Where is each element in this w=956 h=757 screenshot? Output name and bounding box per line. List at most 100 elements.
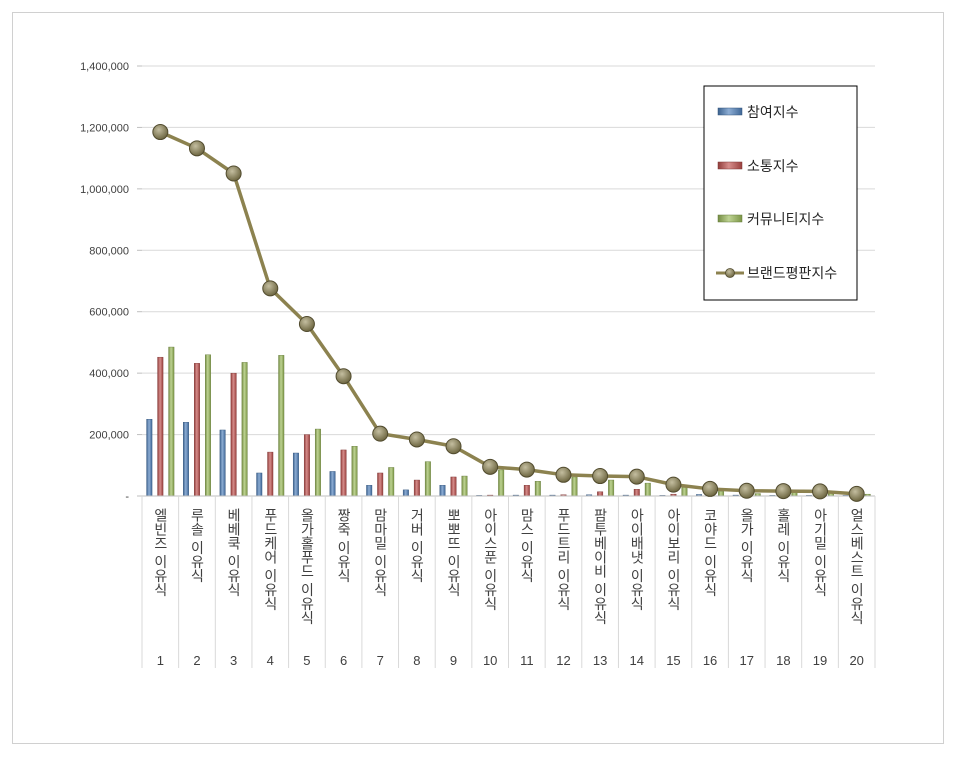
y-tick-label: 400,000	[89, 368, 129, 380]
x-rank-label: 4	[267, 653, 274, 668]
x-rank-label: 15	[666, 653, 680, 668]
x-rank-label: 8	[413, 653, 420, 668]
bar-2-cat-4	[267, 451, 274, 497]
legend-swatch-3	[717, 214, 743, 223]
legend-label-2: 소통지수	[747, 159, 799, 175]
x-rank-label: 10	[483, 653, 497, 668]
x-category-label: 올가홀푸드 이유식	[298, 508, 314, 625]
x-category-label: 루솔 이유식	[188, 508, 204, 583]
brand-index-point-20	[848, 485, 865, 502]
x-category-label: 맘스 이유식	[518, 508, 534, 583]
bar-2-cat-11	[523, 485, 530, 497]
bar-3-cat-3	[241, 362, 248, 497]
legend-swatch-2	[717, 161, 743, 170]
bar-1-cat-9	[439, 485, 446, 497]
bar-layer	[146, 346, 871, 497]
brand-index-point-1	[152, 124, 169, 141]
bar-1-cat-2	[183, 422, 189, 497]
brand-index-point-10	[482, 458, 499, 475]
x-category-label: 얼스베스트 이유식	[848, 508, 864, 625]
x-category-label: 짱죽 이유식	[335, 508, 351, 583]
y-tick-label: 800,000	[89, 245, 129, 257]
y-tick-label: 1,400,000	[80, 61, 129, 73]
bar-3-cat-6	[351, 446, 358, 497]
x-category-label: 거버 이유식	[408, 508, 424, 583]
bar-2-cat-3	[230, 372, 237, 497]
bar-3-cat-15	[681, 487, 688, 497]
brand-index-point-9	[445, 438, 462, 455]
bar-3-cat-5	[314, 428, 321, 497]
brand-index-point-17	[738, 482, 755, 499]
brand-index-point-4	[262, 280, 279, 297]
bar-3-cat-12	[571, 476, 578, 497]
x-rank-label: 7	[377, 653, 384, 668]
x-rank-label: 2	[193, 653, 200, 668]
bar-3-cat-2	[205, 354, 211, 497]
brand-index-point-12	[555, 466, 572, 483]
x-category-label: 뽀뽀뜨 이유식	[445, 508, 461, 597]
bar-3-cat-14	[644, 482, 651, 497]
x-category-label: 팜투베이비 이유식	[592, 508, 608, 625]
x-category-label: 푸드케어 이유식	[262, 508, 278, 611]
bar-2-cat-9	[450, 476, 457, 497]
x-category-label: 코야드 이유식	[702, 508, 718, 597]
brand-index-point-6	[335, 368, 352, 385]
x-category-label: 베베쿡 이유식	[225, 508, 241, 597]
x-category-label: 푸드트리 이유식	[555, 508, 571, 611]
bar-1-cat-8	[402, 489, 409, 497]
bar-1-cat-4	[256, 472, 263, 497]
y-tick-label: 600,000	[89, 307, 129, 319]
brand-index-point-18	[775, 483, 792, 500]
legend-label-4: 브랜드평판지수	[747, 266, 837, 282]
bar-3-cat-10	[498, 469, 505, 497]
bar-1-cat-6	[329, 471, 336, 497]
x-category-label: 엘빈즈 이유식	[152, 508, 168, 597]
brand-index-point-11	[518, 461, 535, 478]
brand-index-point-5	[298, 316, 315, 332]
legend-swatch-1	[717, 107, 743, 116]
x-rank-label: 5	[303, 653, 310, 668]
x-category-label: 홀레 이유식	[775, 508, 791, 583]
bar-3-cat-11	[534, 481, 541, 497]
x-rank-label: 16	[703, 653, 717, 668]
y-tick-label: 200,000	[89, 430, 129, 442]
bar-3-cat-9	[461, 475, 468, 497]
x-rank-label: 1	[157, 653, 164, 668]
x-rank-label: 17	[739, 653, 753, 668]
y-axis: - 200,000 400,000 600,000 800,000 1,000,000 1,…	[80, 61, 142, 503]
y-tick-label: -	[125, 491, 129, 503]
bar-3-cat-1	[168, 346, 175, 497]
bar-1-cat-3	[219, 429, 226, 497]
y-tick-label: 1,000,000	[80, 184, 129, 196]
line-layer	[152, 124, 865, 502]
bar-1-cat-5	[292, 452, 299, 497]
x-category-label: 아이스푼 이유식	[482, 508, 498, 611]
bar-3-cat-13	[608, 479, 615, 497]
legend-box	[703, 85, 858, 301]
brand-index-point-3	[225, 165, 242, 182]
x-rank-label: 11	[520, 653, 534, 668]
bar-2-cat-7	[377, 472, 384, 497]
bar-3-cat-7	[388, 467, 395, 497]
x-category-label: 아이보리 이유식	[665, 508, 681, 611]
brand-index-point-15	[665, 476, 682, 493]
brand-index-point-14	[628, 468, 645, 485]
bar-2-cat-13	[597, 491, 604, 497]
x-rank-label: 13	[593, 653, 607, 668]
bar-3-cat-4	[278, 355, 285, 497]
legend-label-1: 참여지수	[747, 105, 799, 121]
x-rank-label: 20	[849, 653, 863, 668]
brand-index-point-8	[408, 431, 425, 448]
x-rank-label: 12	[556, 653, 570, 668]
bar-2-cat-14	[633, 489, 640, 497]
bar-1-cat-1	[146, 419, 153, 497]
bar-2-cat-8	[413, 479, 420, 497]
x-category-label: 올가 이유식	[738, 508, 754, 583]
legend-label-3: 커뮤니티지수	[747, 212, 824, 228]
bar-2-cat-1	[157, 356, 164, 497]
x-rank-label: 6	[340, 653, 347, 668]
bar-3-cat-16	[718, 491, 725, 497]
brand-index-point-13	[592, 468, 609, 485]
